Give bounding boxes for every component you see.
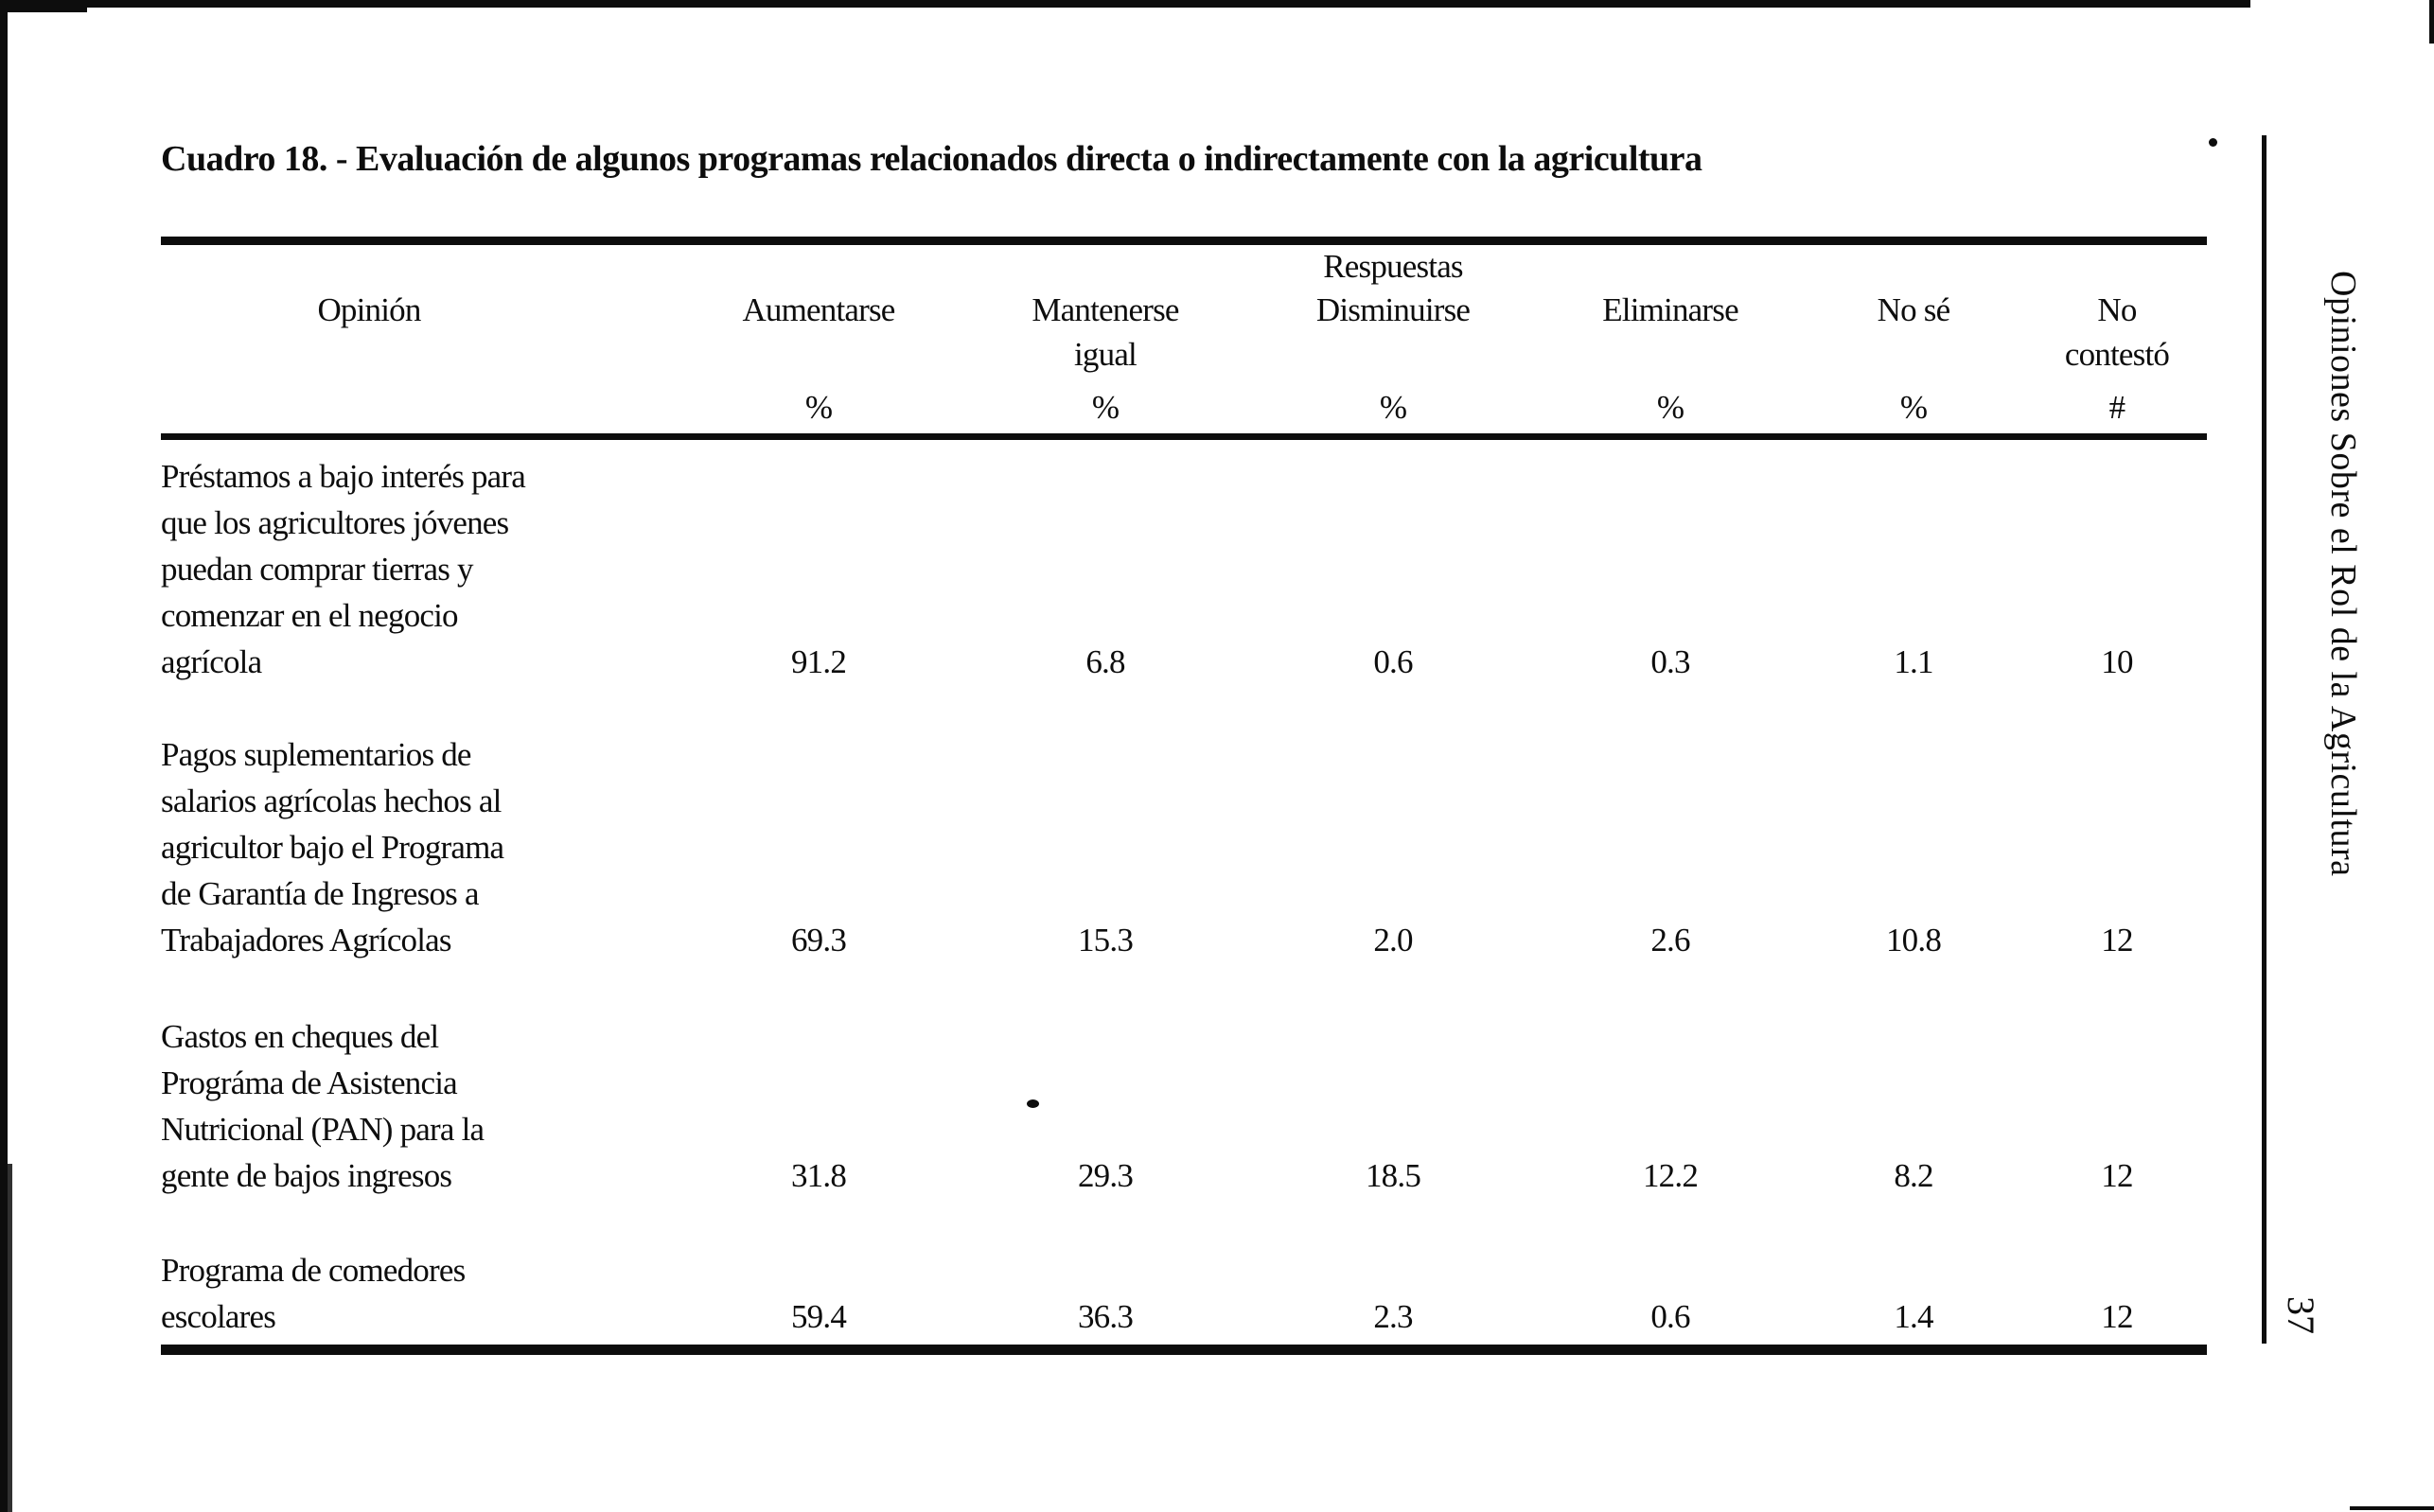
scan-edge-left-nub: [8, 1164, 12, 1512]
value-cell-eliminarse: 12.2: [1642, 1157, 1699, 1194]
value-cell-disminuirse: 2.3: [1373, 1298, 1413, 1335]
value-cell-mantenerse: 36.3: [1077, 1298, 1134, 1335]
column-header-eliminarse: Eliminarse %: [1541, 245, 1800, 433]
column-header-no-se: No sé %: [1800, 245, 2027, 433]
scan-edge-top-nub: [0, 8, 87, 12]
value-cell-eliminarse: 0.6: [1650, 1298, 1690, 1335]
value-cell-disminuirse: 18.5: [1365, 1157, 1421, 1194]
value-cell-aumentarse: 69.3: [790, 922, 847, 958]
table-row: Pagos suplementarios de salarios agrícol…: [161, 731, 2207, 963]
value-cell-no-se: 10.8: [1885, 922, 1942, 958]
data-table: Opinión Aumentarse % Mantenerse igual % …: [161, 237, 2207, 1355]
column-unit-aumentarse: %: [804, 389, 833, 426]
table-rule-header: [161, 433, 2207, 440]
column-header-mantenerse: Mantenerse igual %: [965, 245, 1245, 433]
value-cell-aumentarse: 59.4: [790, 1298, 847, 1335]
column-unit-no-se: %: [1899, 389, 1928, 426]
column-label-no-se: No sé: [1877, 291, 1950, 328]
table-rule-top: [161, 237, 2207, 245]
scan-speck: [2209, 138, 2217, 147]
value-cell-no-se: 1.4: [1894, 1298, 1933, 1335]
column-header-no-contesto: No contestó #: [2027, 245, 2207, 433]
value-cell-no-contesto: 12: [2101, 922, 2133, 958]
value-cell-disminuirse: 0.6: [1373, 643, 1413, 680]
column-label-mantenerse: Mantenerse: [1032, 291, 1179, 328]
page-number: 37: [2280, 1296, 2322, 1334]
value-cell-aumentarse: 31.8: [790, 1157, 847, 1194]
column-sublabel-contesto: contestó: [2064, 336, 2170, 373]
column-unit-disminuirse: %: [1379, 389, 1407, 426]
value-cell-aumentarse: 91.2: [790, 643, 847, 680]
value-cell-disminuirse: 2.0: [1373, 922, 1413, 958]
table-row: Préstamos a bajo interés para que los ag…: [161, 453, 2207, 685]
column-label-disminuirse: Disminuirse: [1315, 291, 1471, 328]
opinion-cell: Gastos en cheques del Prográma de Asiste…: [161, 1018, 485, 1194]
sidebar-running-title: Opiniones Sobre el Rol de la Agricultura: [2323, 271, 2363, 877]
scan-edge-top: [0, 0, 2250, 8]
column-label-eliminarse: Eliminarse: [1602, 291, 1738, 328]
table-title: Cuadro 18. - Evaluación de algunos progr…: [161, 139, 1702, 179]
column-unit-opinion: [161, 379, 577, 433]
column-label-opinion: Opinión: [317, 291, 421, 328]
value-cell-mantenerse: 29.3: [1077, 1157, 1134, 1194]
column-unit-mantenerse: %: [1091, 389, 1120, 426]
value-cell-eliminarse: 2.6: [1650, 922, 1690, 958]
scan-tick-top-right: [2429, 0, 2434, 44]
table-row: Programa de comedores escolares 59.4 36.…: [161, 1247, 2207, 1340]
value-cell-no-contesto: 10: [2101, 643, 2133, 680]
table-row: Gastos en cheques del Prográma de Asiste…: [161, 1013, 2207, 1199]
value-cell-no-contesto: 12: [2101, 1298, 2133, 1335]
column-header-aumentarse: Aumentarse %: [672, 245, 965, 433]
value-cell-no-se: 1.1: [1894, 643, 1933, 680]
scan-edge-left: [0, 0, 8, 1512]
sidebar-rule: [2262, 135, 2266, 1344]
value-cell-eliminarse: 0.3: [1650, 643, 1690, 680]
column-unit-no-contesto: #: [2108, 389, 2126, 426]
column-sublabel-igual: igual: [1074, 336, 1138, 373]
opinion-cell: Pagos suplementarios de salarios agrícol…: [161, 736, 504, 958]
opinion-cell: Préstamos a bajo interés para que los ag…: [161, 458, 526, 680]
column-header-opinion: Opinión: [161, 245, 672, 433]
table-rule-bottom: [161, 1345, 2207, 1355]
value-cell-mantenerse: 15.3: [1077, 922, 1134, 958]
opinion-cell: Programa de comedores escolares: [161, 1252, 466, 1335]
table-header: Opinión Aumentarse % Mantenerse igual % …: [161, 245, 2207, 433]
value-cell-no-contesto: 12: [2101, 1157, 2133, 1194]
value-cell-mantenerse: 6.8: [1085, 643, 1125, 680]
scan-mark-bottom-right: [2350, 1506, 2434, 1510]
column-header-disminuirse: Respuestas Disminuirse %: [1245, 245, 1541, 433]
value-cell-no-se: 8.2: [1894, 1157, 1933, 1194]
column-group-respuestas: Respuestas: [1323, 248, 1463, 285]
scan-speck: [1027, 1099, 1039, 1108]
column-label-no-contesto: No: [2097, 291, 2137, 328]
column-label-aumentarse: Aumentarse: [742, 291, 895, 328]
column-unit-eliminarse: %: [1656, 389, 1684, 426]
